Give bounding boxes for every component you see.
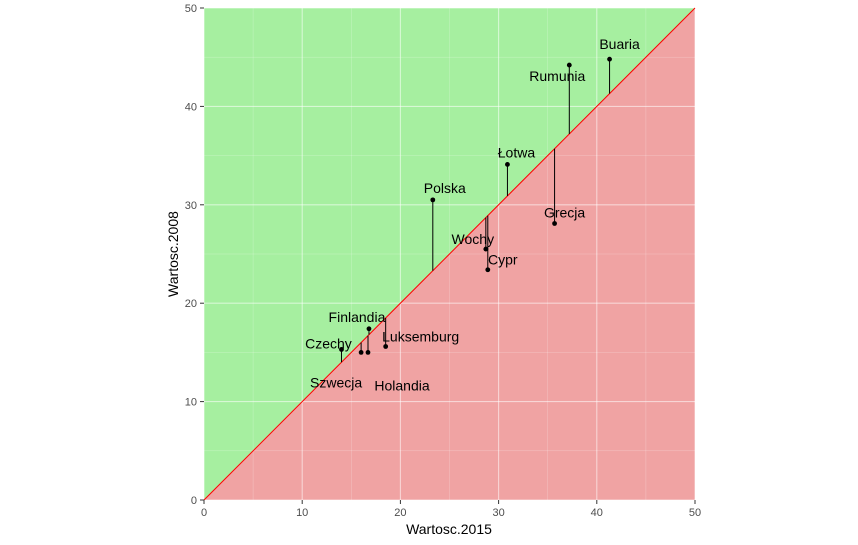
x-axis-title: Wartosc.2015 xyxy=(406,521,492,537)
label-Łotwa: Łotwa xyxy=(498,144,536,160)
x-tick-label: 0 xyxy=(201,507,207,519)
label-Rumunia: Rumunia xyxy=(529,68,585,84)
point-Grecja xyxy=(552,221,557,226)
point-Rumunia xyxy=(566,62,572,68)
point-Szwecja xyxy=(358,350,364,355)
y-tick-label: 10 xyxy=(185,397,197,409)
y-axis-title: Wartosc.2008 xyxy=(165,211,181,297)
point-Luksemburg xyxy=(383,344,389,349)
label-Luksemburg: Luksemburg xyxy=(382,328,459,344)
label-Szwecja: Szwecja xyxy=(310,374,362,390)
y-tick-label: 30 xyxy=(185,200,197,212)
point-Czechy xyxy=(339,347,344,352)
y-tick-label: 0 xyxy=(191,495,197,507)
x-tick-label: 50 xyxy=(689,507,701,519)
point-Polska xyxy=(430,197,436,203)
x-tick-label: 40 xyxy=(591,507,603,519)
y-tick-label: 50 xyxy=(185,3,197,15)
y-tick-label: 40 xyxy=(185,101,197,113)
point-Buaria xyxy=(607,56,612,62)
x-tick-label: 30 xyxy=(492,507,504,519)
label-Cypr: Cypr xyxy=(488,252,518,268)
label-Grecja: Grecja xyxy=(544,204,585,220)
label-Polska: Polska xyxy=(424,180,466,196)
gridlines xyxy=(203,7,696,501)
label-Finlandia: Finlandia xyxy=(329,309,386,325)
point-Łotwa xyxy=(505,162,510,167)
point-Wochy xyxy=(483,246,489,252)
x-tick-label: 20 xyxy=(394,507,406,519)
diagonal-line xyxy=(203,7,696,501)
reference-line xyxy=(203,7,696,501)
difference-segments xyxy=(340,59,611,363)
point-Cypr xyxy=(485,267,491,273)
x-tick-label: 10 xyxy=(296,507,308,519)
point-labels: Buaria Rumunia Łotwa Polska Grecja Wochy Cypr F… xyxy=(305,36,640,393)
label-Czechy: Czechy xyxy=(305,335,352,351)
label-Holandia: Holandia xyxy=(374,377,429,393)
label-Wochy: Wochy xyxy=(452,231,495,247)
point-Holandia xyxy=(365,350,371,355)
y-tick-label: 20 xyxy=(185,298,197,310)
axes: 0 10 20 30 40 50 0 10 20 30 40 50 xyxy=(185,3,701,519)
label-Buaria: Buaria xyxy=(599,36,640,52)
point-Finlandia xyxy=(366,326,372,332)
data-points xyxy=(339,56,612,355)
